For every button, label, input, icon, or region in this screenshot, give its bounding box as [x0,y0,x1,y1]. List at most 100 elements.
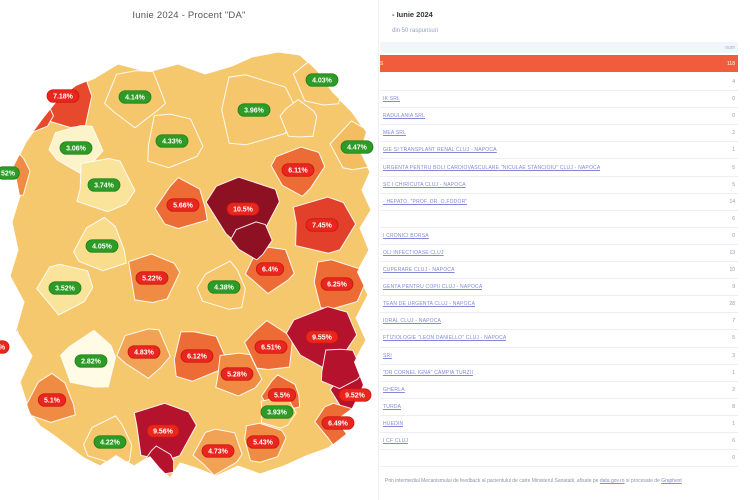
table-row: IORAL CLUJ - NAPOCA 7 [380,313,738,331]
table-row: 6 [380,211,738,228]
top-bar-row[interactable]: S 118 [380,55,738,72]
hospital-link[interactable]: - HEPATO. "PROF. DR. O.FODOR" [383,198,468,205]
svg-text:10.5%: 10.5% [233,207,254,214]
row-value: 0 [732,455,735,462]
table-row: RADULANIA SRL 0 [380,108,738,126]
table-row: - HEPATO. "PROF. DR. O.FODOR" 14 [380,194,738,211]
table-row: SRI 3 [380,348,738,365]
hospital-link[interactable]: CUPERARE CLUJ - NAPOCA [383,267,455,274]
value-pill: 5.1% [37,393,67,407]
hospital-link[interactable]: HUEDIN [383,420,404,427]
row-value: 5 [732,335,735,342]
row-value: 13 [729,249,735,256]
table-row: 0 [380,450,738,468]
svg-text:5.43%: 5.43% [253,440,274,447]
table-row: GHERLA 2 [380,382,738,399]
hospital-link[interactable]: I CRONICI BORSA [383,232,429,239]
hospital-link[interactable]: IK SRL [383,96,401,103]
row-value: 8 [732,403,735,410]
table-row: URGENTA PENTRU BOLI CARDIOVASCULARE "NIC… [380,159,738,177]
responses-table: num S 118 4 IK SRL 0 RADULANIA SRL 0 MEA SRL 2… [380,42,738,468]
footer-link-graphext[interactable]: Graphext [661,478,682,484]
table-row: SC I CHIRICUTA CLUJ - NAPOCA 5 [380,177,738,194]
value-pill: 3.74% [87,178,121,192]
value-pill: 7.18% [46,89,80,103]
svg-text:3.52%: 3.52% [55,286,76,293]
footer-text-2: si procesate de [624,478,662,484]
table-row: GIE SI TRANSPLANT RENAL CLUJ - NAPOCA 1 [380,142,738,160]
value-pill: 10.5% [226,202,260,216]
table-row: GENTA PENTRU COPII CLUJ - NAPOCA 9 [380,279,738,297]
row-value: 28 [729,301,735,308]
hospital-link[interactable]: I CF CLUJ [383,438,409,445]
value-pill: 6.51% [254,340,288,354]
county-region[interactable] [279,98,318,138]
svg-text:5.22%: 5.22% [142,276,163,283]
svg-text:4.47%: 4.47% [347,145,368,152]
svg-text:5.5%: 5.5% [274,393,291,400]
row-value: 9 [732,284,735,291]
value-pill: 52% [0,166,20,180]
county-region[interactable] [230,221,273,261]
hospital-link[interactable]: MEA SRL [383,130,407,137]
value-pill: 3.96% [237,103,271,117]
row-value: 1 [732,420,735,427]
svg-text:6.51%: 6.51% [261,345,282,352]
table-row: FTIZIOLOGIE "LEON DANIELLO" CLUJ - NAPOC… [380,330,738,348]
value-pill: 5.28% [220,367,254,381]
hospital-link[interactable]: GIE SI TRANSPLANT RENAL CLUJ - NAPOCA [383,147,497,154]
column-header-num: num [725,44,735,51]
row-value: 7 [732,318,735,325]
map-title: Iunie 2024 - Procent "DA" [132,10,246,21]
hospital-link[interactable]: RADULANIA SRL [383,113,426,120]
row-value: 3 [732,352,735,359]
svg-text:4.33%: 4.33% [162,139,183,146]
hospital-link[interactable]: OLI INFECTIOASE CLUJ [383,249,444,256]
svg-text:3.96%: 3.96% [244,108,265,115]
svg-text:6.11%: 6.11% [288,168,308,175]
hospital-link[interactable]: GENTA PENTRU COPII CLUJ - NAPOCA [383,284,483,291]
value-pill: 4.47% [340,140,374,154]
bar-row-value: 118 [727,60,735,67]
table-rows: 4 IK SRL 0 RADULANIA SRL 0 MEA SRL 2 GIE SI TRA… [380,74,738,468]
value-pill: 6.11% [281,163,315,177]
value-pill: 9.56% [146,424,180,438]
value-pill: 3.93% [260,405,294,419]
svg-text:4.05%: 4.05% [92,244,113,251]
svg-text:6.4%: 6.4% [262,267,279,274]
footer-link-datagov[interactable]: data.gov.ro [599,478,625,484]
row-value: 0 [732,113,735,120]
value-pill: 4.14% [118,90,152,104]
svg-text:3.74%: 3.74% [94,183,115,190]
table-header: num [380,42,738,53]
hospital-link[interactable]: "DR CORNEL IGNA" CAMPIA TURZII [383,369,474,376]
row-value: 6 [732,215,735,222]
svg-text:9.55%: 9.55% [312,335,333,342]
hospital-link[interactable]: IORAL CLUJ - NAPOCA [383,318,442,325]
table-row: TURDA 8 [380,399,738,416]
table-row: 4 [380,74,738,92]
value-pill: 4.33% [155,134,189,148]
value-pill: 5.22% [135,271,169,285]
hospital-link[interactable]: GHERLA [383,386,405,393]
table-row: I CF CLUJ 6 [380,433,738,451]
svg-text:4.14%: 4.14% [125,95,146,102]
row-value: 0 [732,96,735,103]
hospital-link[interactable]: URGENTA PENTRU BOLI CARDIOVASCULARE "NIC… [383,164,601,171]
value-pill: 7.45% [305,218,339,232]
svg-text:2.82%: 2.82% [81,359,102,366]
value-pill: 2.82% [74,354,108,368]
svg-text:6.12%: 6.12% [187,354,208,361]
hospital-link[interactable]: FTIZIOLOGIE "LEON DANIELLO" CLUJ - NAPOC… [383,335,507,342]
responses-panel: - Iunie 2024 din 50 raspunsuri num S 118… [378,0,750,500]
hospital-link[interactable]: SC I CHIRICUTA CLUJ - NAPOCA [383,181,466,188]
svg-text:7.18%: 7.18% [53,94,74,101]
county-region[interactable] [320,348,364,390]
svg-text:4.83%: 4.83% [134,350,155,357]
hospital-link[interactable]: SRI [383,352,392,359]
value-pill: 6.49% [321,416,355,430]
svg-text:6.25%: 6.25% [327,282,348,289]
hospital-link[interactable]: TEAN DE URGENTA CLUJ - NAPOCA [383,301,476,308]
svg-text:5.66%: 5.66% [173,203,194,210]
hospital-link[interactable]: TURDA [383,403,402,410]
